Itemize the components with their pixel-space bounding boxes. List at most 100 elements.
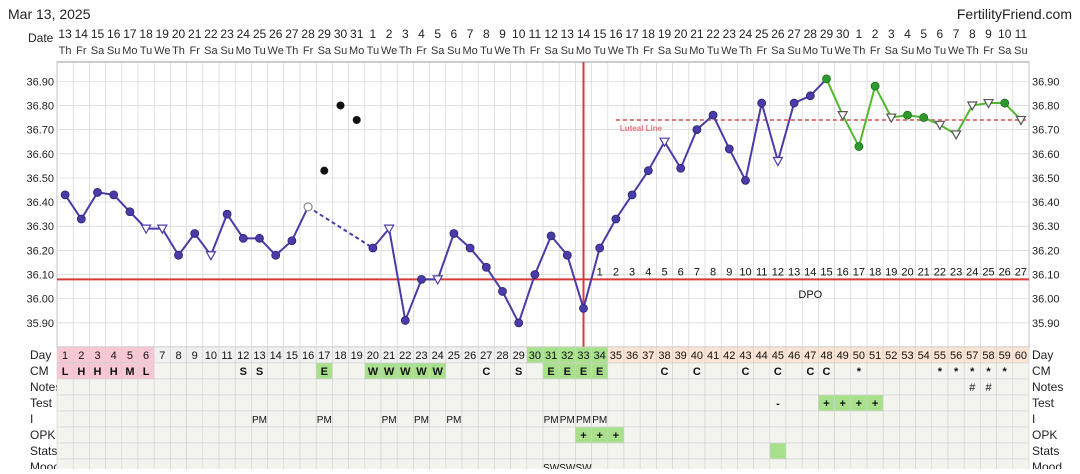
- table-cell[interactable]: [315, 442, 333, 460]
- table-cell[interactable]: [380, 442, 398, 460]
- table-cell[interactable]: [850, 458, 868, 474]
- table-cell[interactable]: [315, 378, 333, 396]
- table-cell[interactable]: [72, 458, 90, 474]
- table-cell[interactable]: [801, 394, 819, 412]
- table-cell[interactable]: [56, 442, 74, 460]
- table-cell[interactable]: [153, 458, 171, 474]
- table-cell[interactable]: [753, 426, 771, 444]
- table-cell[interactable]: [672, 410, 690, 428]
- table-cell[interactable]: [850, 410, 868, 428]
- temp-point-open[interactable]: [432, 275, 444, 286]
- table-cell[interactable]: [89, 442, 106, 460]
- table-cell[interactable]: [234, 378, 252, 396]
- table-cell[interactable]: [526, 394, 544, 412]
- table-cell[interactable]: [251, 442, 268, 460]
- table-cell[interactable]: [89, 458, 106, 474]
- table-cell[interactable]: [348, 362, 366, 380]
- table-cell[interactable]: [915, 362, 933, 380]
- table-cell[interactable]: [753, 378, 771, 396]
- temp-point-open[interactable]: [303, 202, 313, 212]
- table-cell[interactable]: [639, 442, 657, 460]
- table-cell[interactable]: [639, 458, 657, 474]
- table-cell[interactable]: [818, 410, 835, 428]
- temp-point[interactable]: [870, 81, 880, 91]
- table-cell[interactable]: [283, 442, 301, 460]
- table-cell[interactable]: [186, 410, 204, 428]
- table-cell[interactable]: [526, 410, 544, 428]
- table-cell[interactable]: [494, 362, 511, 380]
- table-cell[interactable]: [672, 378, 690, 396]
- temp-point-open[interactable]: [772, 156, 784, 167]
- table-cell[interactable]: [769, 458, 787, 474]
- table-cell[interactable]: [332, 458, 349, 474]
- table-cell[interactable]: [980, 394, 997, 412]
- table-cell[interactable]: [931, 458, 949, 474]
- table-cell[interactable]: [348, 394, 366, 412]
- temp-point[interactable]: [498, 287, 507, 296]
- table-cell[interactable]: [639, 394, 657, 412]
- table-cell[interactable]: [153, 426, 171, 444]
- table-cell[interactable]: [542, 394, 560, 412]
- table-cell[interactable]: [153, 442, 171, 460]
- table-cell[interactable]: [364, 378, 382, 396]
- table-cell[interactable]: [186, 426, 204, 444]
- temp-point-open[interactable]: [383, 224, 395, 235]
- table-cell[interactable]: [526, 442, 544, 460]
- temp-point[interactable]: [627, 190, 637, 200]
- table-cell[interactable]: [526, 426, 544, 444]
- table-cell[interactable]: [899, 394, 916, 412]
- table-cell[interactable]: [218, 426, 236, 444]
- table-cell[interactable]: [834, 378, 852, 396]
- temp-point-discarded[interactable]: [320, 166, 329, 175]
- table-cell[interactable]: [494, 410, 511, 428]
- table-cell[interactable]: [299, 426, 317, 444]
- table-cell[interactable]: [202, 378, 220, 396]
- table-cell[interactable]: [737, 458, 754, 474]
- table-cell[interactable]: [186, 442, 204, 460]
- table-cell[interactable]: [413, 442, 430, 460]
- table-cell[interactable]: [720, 410, 738, 428]
- table-cell[interactable]: [947, 394, 965, 412]
- table-cell[interactable]: [737, 394, 754, 412]
- table-cell[interactable]: [202, 458, 220, 474]
- table-cell[interactable]: [121, 378, 139, 396]
- table-cell[interactable]: [818, 442, 835, 460]
- table-cell[interactable]: [429, 426, 447, 444]
- temp-point-open[interactable]: [205, 251, 217, 261]
- table-cell[interactable]: [591, 394, 609, 412]
- temp-point[interactable]: [822, 74, 831, 84]
- temp-point[interactable]: [724, 144, 734, 154]
- table-cell[interactable]: [639, 362, 657, 380]
- table-cell[interactable]: [72, 378, 90, 396]
- table-cell[interactable]: [299, 410, 317, 428]
- temp-point[interactable]: [805, 91, 815, 101]
- temp-point[interactable]: [287, 236, 297, 246]
- temp-point-open[interactable]: [885, 113, 897, 124]
- table-cell[interactable]: [996, 410, 1014, 428]
- table-cell[interactable]: [299, 362, 317, 380]
- table-cell[interactable]: [234, 426, 252, 444]
- table-cell[interactable]: [850, 426, 868, 444]
- table-cell[interactable]: [218, 394, 236, 412]
- table-cell[interactable]: [137, 458, 155, 474]
- table-cell[interactable]: [882, 362, 900, 380]
- table-cell[interactable]: [931, 410, 949, 428]
- table-cell[interactable]: [348, 426, 366, 444]
- table-cell[interactable]: [947, 378, 965, 396]
- table-cell[interactable]: [251, 426, 268, 444]
- temp-point[interactable]: [109, 190, 119, 200]
- table-cell[interactable]: [915, 410, 933, 428]
- table-cell[interactable]: [137, 394, 155, 412]
- temp-point-open[interactable]: [837, 111, 849, 121]
- table-cell[interactable]: [656, 394, 673, 412]
- temp-point-open[interactable]: [950, 130, 962, 141]
- table-cell[interactable]: [380, 378, 398, 396]
- table-cell[interactable]: [121, 442, 139, 460]
- table-cell[interactable]: [639, 378, 657, 396]
- table-cell[interactable]: [218, 362, 236, 380]
- table-cell[interactable]: [72, 442, 90, 460]
- table-cell[interactable]: [963, 426, 981, 444]
- table-cell[interactable]: [234, 394, 252, 412]
- table-cell[interactable]: [818, 458, 835, 474]
- table-cell[interactable]: [72, 410, 90, 428]
